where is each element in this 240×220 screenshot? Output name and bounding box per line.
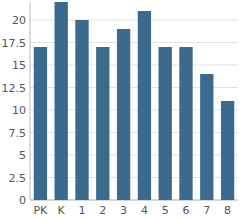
x-tick-label: 6	[183, 204, 190, 217]
bar	[96, 47, 109, 200]
x-tick-label: PK	[33, 204, 48, 217]
y-tick-label: 12.5	[2, 82, 27, 95]
bar	[34, 47, 47, 200]
x-tick-label: 3	[120, 204, 127, 217]
y-tick-label: 20	[12, 14, 26, 27]
bar	[55, 2, 68, 200]
y-tick-label: 5	[19, 149, 26, 162]
x-tick-label: 4	[141, 204, 148, 217]
bar	[200, 74, 213, 200]
y-tick-label: 7.5	[9, 127, 27, 140]
x-tick-label: K	[58, 204, 66, 217]
y-tick-label: 10	[12, 104, 26, 117]
x-tick-label: 1	[79, 204, 86, 217]
x-tick-label: 7	[203, 204, 210, 217]
bar	[159, 47, 172, 200]
bar	[221, 101, 234, 200]
x-tick-label: 2	[99, 204, 106, 217]
bars	[34, 2, 235, 200]
x-tick-label: 8	[224, 204, 231, 217]
y-axis	[30, 2, 31, 200]
y-tick-label: 0	[19, 194, 26, 207]
y-tick-label: 17.5	[2, 37, 27, 50]
bar	[179, 47, 192, 200]
y-tick-label: 2.5	[9, 172, 27, 185]
bar	[75, 20, 88, 200]
bar	[138, 11, 151, 200]
x-tick-label: 5	[162, 204, 169, 217]
y-tick-label: 15	[12, 59, 26, 72]
bar	[117, 29, 130, 200]
chart: 0 2.5 5 7.5 10 12.5 15 17.5 20 PK K12 3 4 5 67 8	[0, 0, 240, 220]
